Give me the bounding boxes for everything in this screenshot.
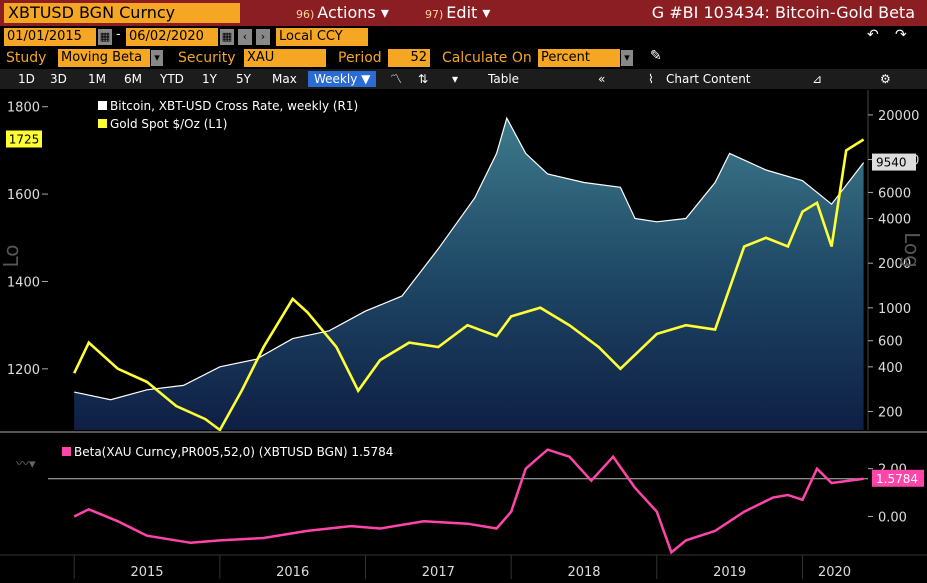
range-1m[interactable]: 1M (88, 72, 106, 86)
start-date-field[interactable]: 01/01/2015 (4, 28, 96, 46)
study-bar: Study Moving Beta ▾ Security XAU Curncy … (0, 48, 927, 83)
legend-gold: Gold Spot $/Oz (L1) (110, 117, 227, 131)
left-tick-label: 1800 (7, 101, 40, 116)
line-chart-icon[interactable]: 〽 (390, 72, 403, 86)
range-1y[interactable]: 1Y (202, 72, 217, 86)
beta-panel-icon: 〰▾ (16, 457, 36, 472)
x-tick-label: 2016 (276, 565, 309, 579)
collapse-icon[interactable]: « (598, 72, 606, 86)
chart-area: 1200 1400 1600 1800 Lo 1725 200 400 600 1000 2000 4… (0, 90, 927, 580)
right-tick-label: 2000 (878, 257, 911, 272)
page-title: G #BI 103434: Bitcoin-Gold Beta (651, 3, 915, 22)
gold-current-tag (6, 130, 42, 148)
security-label: Security (178, 50, 236, 66)
edit-menu[interactable]: 97) Edit ▾ (425, 4, 490, 24)
actions-menu[interactable]: 96) Actions ▾ (296, 4, 389, 24)
legend-swatch-beta (62, 447, 71, 456)
right-axis-label: Log (900, 232, 924, 268)
study-select[interactable]: Moving Beta (58, 49, 150, 67)
right-tick-label: 6000 (878, 186, 911, 201)
left-tick-label: 1200 (7, 363, 40, 378)
x-tick-label: 2015 (130, 565, 163, 579)
legend-swatch-gold (98, 119, 107, 128)
range-max[interactable]: Max (272, 72, 297, 86)
study-security-field[interactable]: XAU Curncy (244, 49, 326, 83)
settings-icon[interactable]: ⚙ (880, 72, 891, 86)
end-calendar-icon[interactable]: ▦ (220, 29, 234, 45)
left-tick-label: 1400 (7, 275, 40, 290)
beta-tick-label: 0.00 (878, 511, 907, 526)
x-tick-label: 2020 (818, 565, 851, 579)
range-6m[interactable]: 6M (124, 72, 142, 86)
left-tick-label: 1600 (7, 188, 40, 203)
date-separator: - (116, 27, 121, 42)
right-tick-label: 200 (878, 405, 903, 420)
x-tick-label: 2017 (422, 565, 455, 579)
beta-current-tag (872, 469, 924, 487)
beta-current-value: 1.5784 (876, 472, 918, 486)
gold-current-value: 1725 (9, 133, 40, 147)
right-tick-label: 20000 (878, 109, 919, 124)
btc-line (74, 116, 865, 401)
frequency-select[interactable]: Weekly ▼ (308, 71, 377, 87)
chart-svg: 1200 1400 1600 1800 Lo 1725 200 400 600 1000 2000 4… (0, 90, 927, 580)
beta-line (73, 448, 864, 555)
x-tick-label: 2018 (567, 565, 600, 579)
actions-number: 96) (296, 8, 315, 21)
currency-select[interactable]: Local CCY (276, 28, 368, 46)
bar-type-icon[interactable]: ⇅ (418, 72, 429, 86)
range-1d[interactable]: 1D (18, 72, 35, 86)
prev-period-icon[interactable]: ‹ (238, 29, 252, 45)
period-field[interactable]: 52 (388, 49, 430, 67)
right-tick-label: 1000 (878, 302, 911, 317)
chart-toolbar: 1D 3D 1M 6M YTD 1Y 5Y Max Weekly ▼ 〽 ⇅ ▾ Table « ⌇ Char… (0, 69, 927, 89)
date-range-bar: 01/01/2015 ▦ - 06/02/2020 ▦ ‹ › Local CC… (0, 27, 927, 47)
right-tick-label: 600 (878, 335, 903, 350)
btc-current-tag (872, 153, 916, 171)
gold-line (73, 138, 865, 432)
next-period-icon[interactable]: › (256, 29, 270, 45)
btc-current-value: 9540 (876, 156, 907, 170)
left-axis-label: Lo (0, 244, 23, 267)
actions-label: Actions ▾ (317, 3, 389, 22)
right-tick-label: 4000 (878, 213, 911, 228)
table-button[interactable]: Table (488, 72, 520, 86)
btc-area (74, 118, 864, 430)
period-label: Period (338, 50, 382, 66)
study-label: Study (6, 50, 47, 66)
edit-label: Edit ▾ (446, 3, 491, 22)
study-dropdown-icon[interactable]: ▾ (151, 50, 163, 66)
chart-content-icon[interactable]: ⌇ (648, 72, 654, 86)
right-tick-label: 400 (878, 361, 903, 376)
calc-dropdown-icon[interactable]: ▾ (621, 50, 633, 66)
range-5y[interactable]: 5Y (236, 72, 251, 86)
end-date-field[interactable]: 06/02/2020 (126, 28, 218, 46)
legend-swatch-btc (98, 101, 107, 110)
range-ytd[interactable]: YTD (160, 72, 184, 86)
annotate-icon[interactable]: ⊿ (812, 72, 823, 86)
calculate-on-select[interactable]: Percent (538, 49, 620, 67)
header-bar: XBTUSD BGN Curncy 96) Actions ▾ 97) Edit ▾… (0, 0, 927, 26)
range-3d[interactable]: 3D (50, 72, 67, 86)
undo-icon[interactable]: ↶ (867, 27, 879, 43)
pen-icon[interactable]: ✎ (650, 48, 662, 64)
start-calendar-icon[interactable]: ▦ (98, 29, 112, 45)
x-tick-label: 2019 (713, 565, 746, 579)
calculate-on-label: Calculate On (442, 50, 532, 66)
chart-type-dropdown-icon[interactable]: ▾ (452, 72, 459, 86)
legend-btc: Bitcoin, XBT-USD Cross Rate, weekly (R1) (110, 99, 358, 113)
redo-icon[interactable]: ↷ (895, 27, 907, 43)
security-field[interactable]: XBTUSD BGN Curncy (4, 3, 240, 23)
chart-content-button[interactable]: Chart Content (666, 72, 751, 86)
legend-beta: Beta(XAU Curncy,PR005,52,0) (XBTUSD BGN)… (74, 445, 393, 459)
edit-number: 97) (425, 8, 444, 21)
